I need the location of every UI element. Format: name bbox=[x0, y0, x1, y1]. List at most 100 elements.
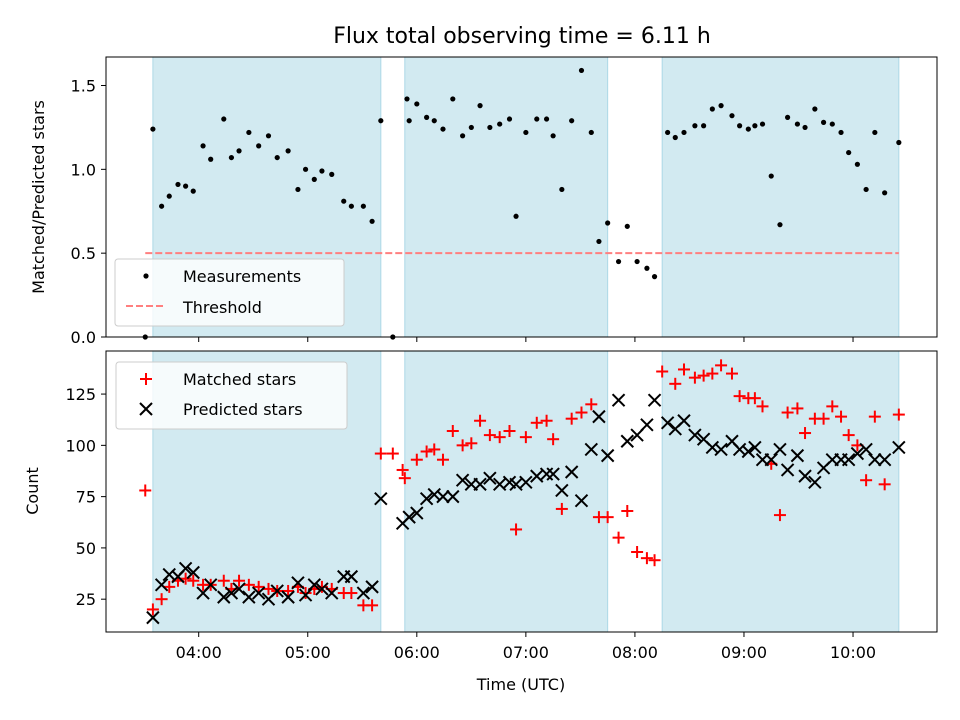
measurement-point bbox=[329, 171, 335, 177]
predicted-star-point bbox=[242, 590, 256, 604]
measurement-point bbox=[550, 133, 556, 139]
top-panel-frame bbox=[105, 56, 938, 338]
measurement-point bbox=[578, 67, 585, 74]
measurement-point bbox=[718, 103, 724, 109]
legend-predicted-label: Predicted stars bbox=[183, 400, 303, 419]
y-tick-label: 125 bbox=[65, 385, 96, 404]
measurement-point bbox=[265, 133, 272, 139]
legend-matched-marker bbox=[140, 373, 152, 385]
matched-star-point bbox=[217, 574, 230, 587]
predicted-star-point bbox=[251, 586, 266, 600]
matched-star-point bbox=[697, 369, 710, 382]
measurement-point bbox=[543, 116, 550, 122]
matched-star-point bbox=[781, 406, 794, 419]
predicted-star-point bbox=[850, 446, 865, 461]
matched-star-point bbox=[791, 402, 804, 415]
predicted-star-point bbox=[748, 440, 762, 455]
measurement-point bbox=[737, 123, 743, 129]
predicted-star-point bbox=[677, 414, 691, 428]
y-tick-label: 75 bbox=[76, 488, 96, 507]
predicted-star-point bbox=[281, 590, 295, 604]
predicted-star-point bbox=[232, 582, 246, 596]
measurement-point bbox=[672, 134, 678, 141]
matched-star-point bbox=[398, 472, 411, 485]
predicted-star-point bbox=[584, 442, 599, 457]
y-tick-label: 25 bbox=[76, 590, 96, 609]
measurement-point bbox=[431, 118, 437, 124]
measurement-point bbox=[745, 126, 751, 132]
measurement-point bbox=[348, 203, 354, 209]
predicted-star-point bbox=[154, 578, 169, 592]
matched-star-point bbox=[817, 412, 830, 425]
predicted-star-point bbox=[808, 475, 822, 489]
top-panel-y-ticks: 0.0 0.5 1.0 1.5 bbox=[71, 77, 106, 347]
matched-star-point bbox=[706, 367, 719, 380]
x-tick-label: 05:00 bbox=[285, 643, 331, 662]
matched-star-point bbox=[799, 427, 812, 440]
measurement-point bbox=[768, 173, 774, 179]
matched-star-point bbox=[252, 580, 265, 593]
measurement-point bbox=[295, 186, 301, 193]
measurement-point bbox=[221, 116, 227, 122]
predicted-star-point bbox=[419, 491, 434, 506]
predicted-star-point bbox=[436, 489, 450, 504]
matched-star-point bbox=[555, 502, 568, 515]
legend-matched-label: Matched stars bbox=[183, 370, 296, 389]
matched-star-point bbox=[677, 363, 690, 376]
matched-star-point bbox=[547, 433, 560, 446]
measurement-point bbox=[588, 129, 594, 136]
measurement-point bbox=[605, 220, 611, 226]
matched-star-point bbox=[648, 554, 661, 567]
predicted-star-point bbox=[773, 442, 787, 457]
measurement-point bbox=[424, 114, 430, 120]
measurement-point bbox=[729, 113, 735, 119]
predicted-star-point bbox=[483, 471, 497, 485]
predicted-star-point bbox=[374, 491, 388, 506]
measurement-point bbox=[450, 96, 456, 102]
predicted-star-point bbox=[574, 494, 589, 508]
measurement-point bbox=[256, 143, 262, 149]
matched-star-point bbox=[436, 453, 449, 466]
measurement-point bbox=[341, 198, 347, 204]
measurement-point bbox=[166, 193, 172, 199]
measurement-point bbox=[709, 106, 715, 112]
measurement-point bbox=[812, 106, 818, 112]
y-tick-label: 100 bbox=[65, 436, 96, 455]
bottom-panel-x-ticks: 04:00 05:00 06:00 07:00 08:00 09:00 10:00 bbox=[176, 632, 876, 662]
measurement-point bbox=[378, 118, 384, 124]
matched-star-point bbox=[163, 580, 176, 593]
x-tick-label: 07:00 bbox=[503, 643, 549, 662]
predicted-star-point bbox=[217, 590, 231, 604]
matched-star-point bbox=[242, 578, 255, 591]
predicted-star-point bbox=[640, 418, 654, 432]
predicted-star-point bbox=[798, 469, 812, 483]
measurement-point bbox=[208, 156, 214, 162]
measurement-point bbox=[175, 181, 181, 188]
matched-star-point bbox=[835, 410, 848, 423]
measurement-point bbox=[190, 188, 196, 194]
matched-star-point bbox=[483, 429, 496, 442]
predicted-star-point bbox=[344, 569, 359, 584]
predicted-star-point bbox=[473, 477, 487, 492]
measurement-point bbox=[523, 129, 529, 136]
matched-star-point bbox=[146, 603, 159, 616]
y-tick-label: 0.5 bbox=[71, 244, 96, 263]
bottom-panel-frame bbox=[105, 350, 938, 633]
predicted-star-point bbox=[270, 584, 284, 598]
predicted-star-point bbox=[446, 489, 460, 504]
matched-star-point bbox=[179, 572, 192, 585]
x-tick-label: 09:00 bbox=[721, 643, 767, 662]
measurement-point bbox=[863, 186, 869, 193]
predicted-star-point bbox=[892, 440, 906, 455]
measurement-point bbox=[846, 149, 852, 156]
x-tick-label: 06:00 bbox=[394, 643, 440, 662]
matched-star-point bbox=[621, 504, 634, 517]
predicted-star-point bbox=[455, 473, 470, 487]
matched-star-point bbox=[233, 574, 246, 587]
measurement-point bbox=[228, 154, 235, 161]
bottom-panel-legend: Matched stars Predicted stars bbox=[115, 361, 348, 430]
measurement-point bbox=[460, 133, 466, 139]
measurement-point bbox=[701, 123, 707, 129]
matched-star-point bbox=[262, 582, 275, 595]
